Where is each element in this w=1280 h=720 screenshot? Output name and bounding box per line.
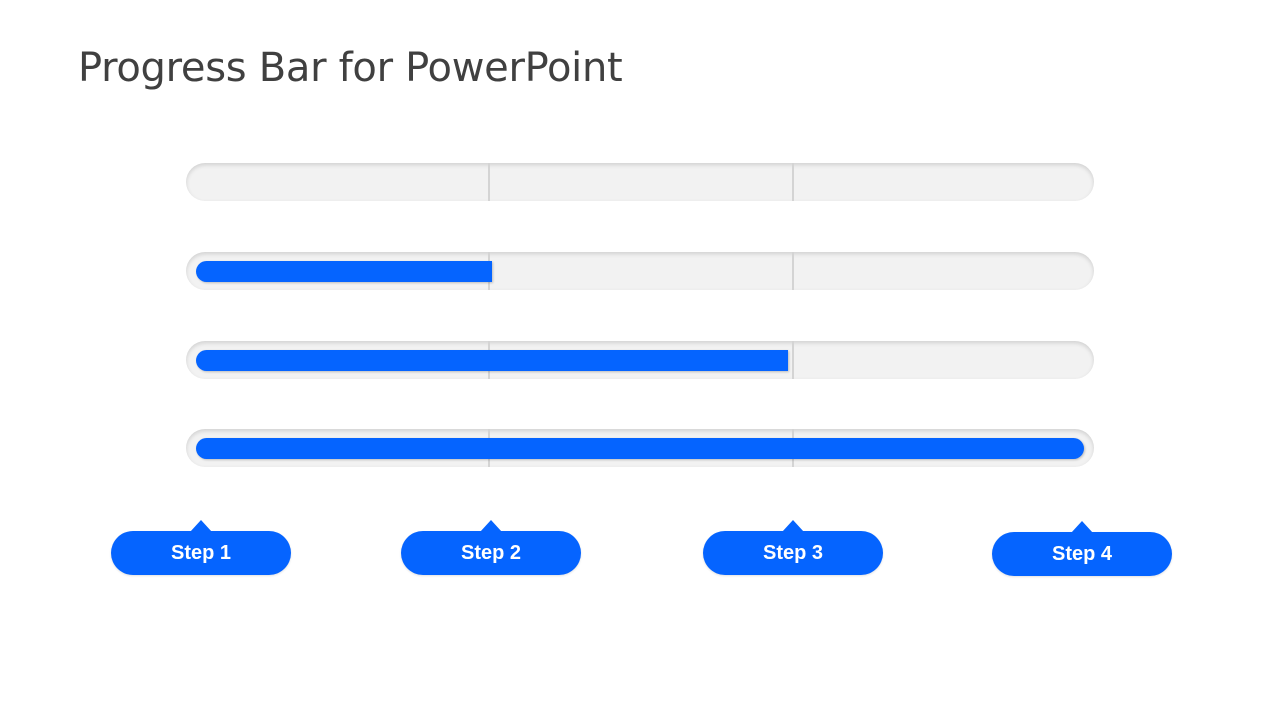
progress-bar-2 (186, 252, 1094, 290)
segment-divider (488, 163, 490, 201)
progress-bar-4 (186, 429, 1094, 467)
step-1-label: Step 1 (111, 520, 291, 575)
progress-fill (196, 350, 788, 371)
step-2-label: Step 2 (401, 520, 581, 575)
segment-divider (792, 163, 794, 201)
step-3-label: Step 3 (703, 520, 883, 575)
segment-divider (792, 252, 794, 290)
progress-bar-1 (186, 163, 1094, 201)
progress-fill (196, 438, 1084, 459)
slide-title: Progress Bar for PowerPoint (78, 45, 623, 91)
step-4-label: Step 4 (992, 521, 1172, 576)
progress-fill (196, 261, 492, 282)
segment-divider (792, 341, 794, 379)
progress-bar-3 (186, 341, 1094, 379)
